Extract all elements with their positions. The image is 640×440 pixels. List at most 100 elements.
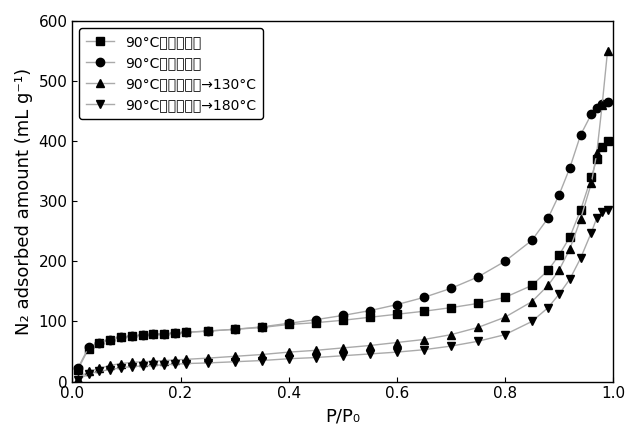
90°C（開放系）→130°C <box>588 181 595 186</box>
90°C（開放系） <box>501 295 509 300</box>
90°C（開放系）→130°C <box>528 299 536 304</box>
90°C（開放系）→180°C <box>312 355 319 360</box>
90°C（開放系）→180°C <box>258 358 266 363</box>
Line: 90°C（開放系）→180°C: 90°C（開放系）→180°C <box>74 206 612 384</box>
90°C（開放系）→130°C <box>366 343 374 348</box>
90°C（開放系） <box>106 337 114 342</box>
90°C（閉鎖系） <box>172 330 179 336</box>
90°C（開放系）→180°C <box>474 339 482 344</box>
90°C（閉鎖系） <box>420 295 428 300</box>
90°C（開放系）→180°C <box>161 362 168 367</box>
90°C（閉鎖系） <box>447 286 454 291</box>
90°C（開放系）→130°C <box>312 348 319 353</box>
90°C（開放系）→180°C <box>182 361 190 366</box>
90°C（開放系）→180°C <box>447 344 454 349</box>
90°C（開放系）→130°C <box>598 103 606 108</box>
90°C（開放系） <box>528 283 536 288</box>
90°C（閉鎖系） <box>588 111 595 117</box>
Legend: 90°C（開放系）, 90°C（閉鎖系）, 90°C（開放系）→130°C, 90°C（開放系）→180°C: 90°C（開放系）, 90°C（閉鎖系）, 90°C（開放系）→130°C, 9… <box>79 28 263 119</box>
90°C（開放系）→180°C <box>74 377 82 382</box>
90°C（開放系）→180°C <box>598 209 606 215</box>
90°C（開放系） <box>604 139 611 144</box>
90°C（開放系）→130°C <box>117 361 125 366</box>
90°C（開放系） <box>95 340 103 345</box>
90°C（閉鎖系） <box>231 326 239 332</box>
90°C（開放系） <box>566 235 573 240</box>
90°C（閉鎖系） <box>161 331 168 336</box>
90°C（開放系）→180°C <box>366 351 374 356</box>
90°C（開放系） <box>366 315 374 320</box>
90°C（開放系）→180°C <box>95 369 103 374</box>
90°C（開放系）→130°C <box>95 366 103 371</box>
90°C（開放系） <box>139 332 147 337</box>
90°C（開放系）→130°C <box>231 354 239 359</box>
90°C（開放系）→130°C <box>420 337 428 342</box>
90°C（開放系）→180°C <box>139 363 147 369</box>
90°C（開放系） <box>74 367 82 372</box>
90°C（閉鎖系） <box>577 132 584 138</box>
90°C（開放系）→130°C <box>593 150 600 156</box>
90°C（開放系） <box>161 331 168 336</box>
90°C（閉鎖系） <box>566 165 573 171</box>
90°C（開放系）→180°C <box>528 319 536 324</box>
90°C（閉鎖系） <box>182 330 190 335</box>
90°C（閉鎖系） <box>393 302 401 307</box>
90°C（開放系） <box>285 322 292 327</box>
90°C（閉鎖系） <box>604 99 611 105</box>
90°C（開放系） <box>420 308 428 314</box>
Line: 90°C（開放系）→130°C: 90°C（開放系）→130°C <box>74 47 612 383</box>
90°C（開放系） <box>150 331 157 337</box>
90°C（開放系）→130°C <box>139 359 147 364</box>
90°C（閉鎖系） <box>339 313 346 318</box>
90°C（開放系）→130°C <box>106 363 114 368</box>
90°C（開放系）→130°C <box>577 216 584 222</box>
90°C（閉鎖系） <box>106 337 114 342</box>
90°C（開放系） <box>593 157 600 162</box>
90°C（開放系）→130°C <box>150 359 157 364</box>
90°C（開放系）→180°C <box>128 364 136 369</box>
90°C（開放系）→130°C <box>258 352 266 357</box>
90°C（閉鎖系） <box>128 333 136 338</box>
90°C（開放系）→130°C <box>566 247 573 252</box>
90°C（開放系）→180°C <box>231 359 239 364</box>
90°C（開放系）→180°C <box>339 353 346 359</box>
90°C（開放系）→180°C <box>393 349 401 355</box>
90°C（開放系）→180°C <box>555 292 563 297</box>
90°C（開放系）→180°C <box>204 360 211 366</box>
90°C（開放系）→130°C <box>393 340 401 345</box>
90°C（開放系）→130°C <box>447 332 454 337</box>
Y-axis label: N₂ adsorbed amount (mL g⁻¹): N₂ adsorbed amount (mL g⁻¹) <box>15 68 33 335</box>
90°C（開放系）→130°C <box>604 48 611 54</box>
90°C（開放系）→180°C <box>84 371 92 376</box>
90°C（開放系）→180°C <box>501 332 509 337</box>
90°C（開放系）→180°C <box>420 347 428 352</box>
90°C（開放系）→180°C <box>172 362 179 367</box>
90°C（開放系） <box>588 175 595 180</box>
90°C（開放系）→180°C <box>593 216 600 221</box>
90°C（開放系）→130°C <box>339 345 346 351</box>
90°C（開放系） <box>447 305 454 310</box>
90°C（閉鎖系） <box>139 332 147 337</box>
90°C（開放系） <box>393 312 401 317</box>
90°C（開放系）→180°C <box>117 365 125 370</box>
90°C（閉鎖系） <box>593 106 600 111</box>
90°C（開放系）→130°C <box>128 360 136 365</box>
90°C（開放系）→180°C <box>285 356 292 361</box>
90°C（開放系）→130°C <box>182 357 190 362</box>
90°C（開放系）→130°C <box>161 358 168 363</box>
90°C（開放系）→180°C <box>577 256 584 261</box>
90°C（開放系）→130°C <box>172 357 179 363</box>
90°C（閉鎖系） <box>84 345 92 350</box>
90°C（閉鎖系） <box>117 334 125 340</box>
90°C（開放系） <box>172 330 179 336</box>
Line: 90°C（閉鎖系）: 90°C（閉鎖系） <box>74 98 612 373</box>
90°C（開放系）→180°C <box>588 230 595 235</box>
90°C（開放系）→130°C <box>84 369 92 374</box>
90°C（開放系） <box>117 334 125 340</box>
Line: 90°C（開放系）: 90°C（開放系） <box>74 137 612 374</box>
X-axis label: P/P₀: P/P₀ <box>325 407 360 425</box>
90°C（閉鎖系） <box>528 238 536 243</box>
90°C（開放系）→130°C <box>544 283 552 288</box>
90°C（開放系）→130°C <box>285 349 292 355</box>
90°C（開放系） <box>84 346 92 351</box>
